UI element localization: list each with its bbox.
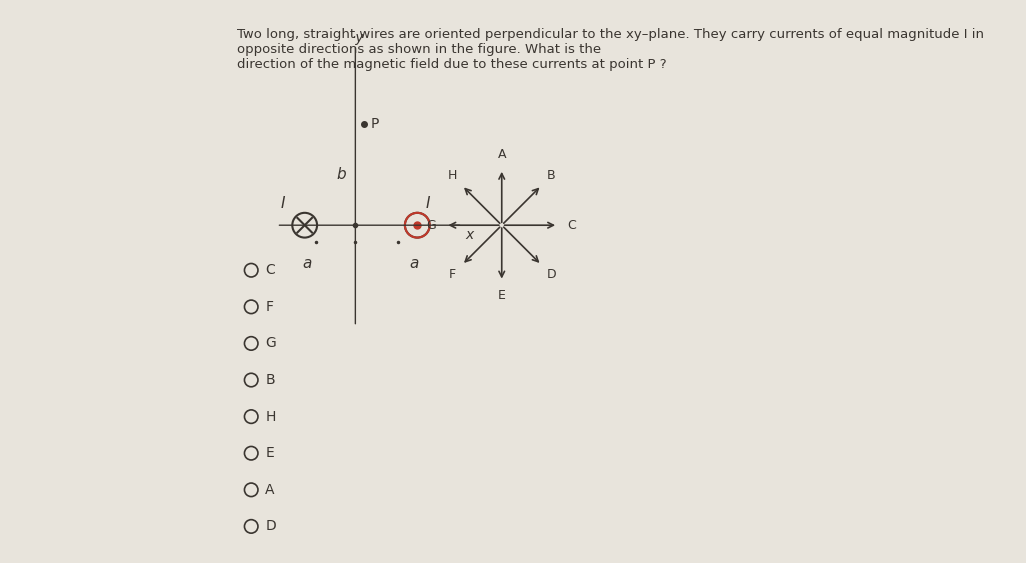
Text: D: D <box>266 520 276 533</box>
Text: H: H <box>447 169 457 182</box>
Text: E: E <box>266 446 274 460</box>
Text: C: C <box>567 218 577 232</box>
Text: G: G <box>266 337 276 350</box>
Text: Two long, straight wires are oriented perpendicular to the xy–plane. They carry : Two long, straight wires are oriented pe… <box>237 28 984 71</box>
Text: A: A <box>498 148 506 162</box>
Text: A: A <box>266 483 275 497</box>
Text: F: F <box>266 300 273 314</box>
Text: C: C <box>266 263 275 277</box>
Text: b: b <box>337 167 346 182</box>
Text: x: x <box>465 228 473 242</box>
Text: a: a <box>303 256 312 271</box>
Text: F: F <box>448 269 456 282</box>
Text: a: a <box>409 256 420 271</box>
Text: B: B <box>266 373 275 387</box>
Text: I: I <box>426 196 430 211</box>
Text: ·y: ·y <box>351 31 364 45</box>
Text: I: I <box>280 196 285 211</box>
Text: E: E <box>498 289 506 302</box>
Text: B: B <box>547 169 556 182</box>
Text: D: D <box>547 269 556 282</box>
Text: P: P <box>370 117 379 131</box>
Text: G: G <box>427 218 436 232</box>
Text: H: H <box>266 410 276 423</box>
